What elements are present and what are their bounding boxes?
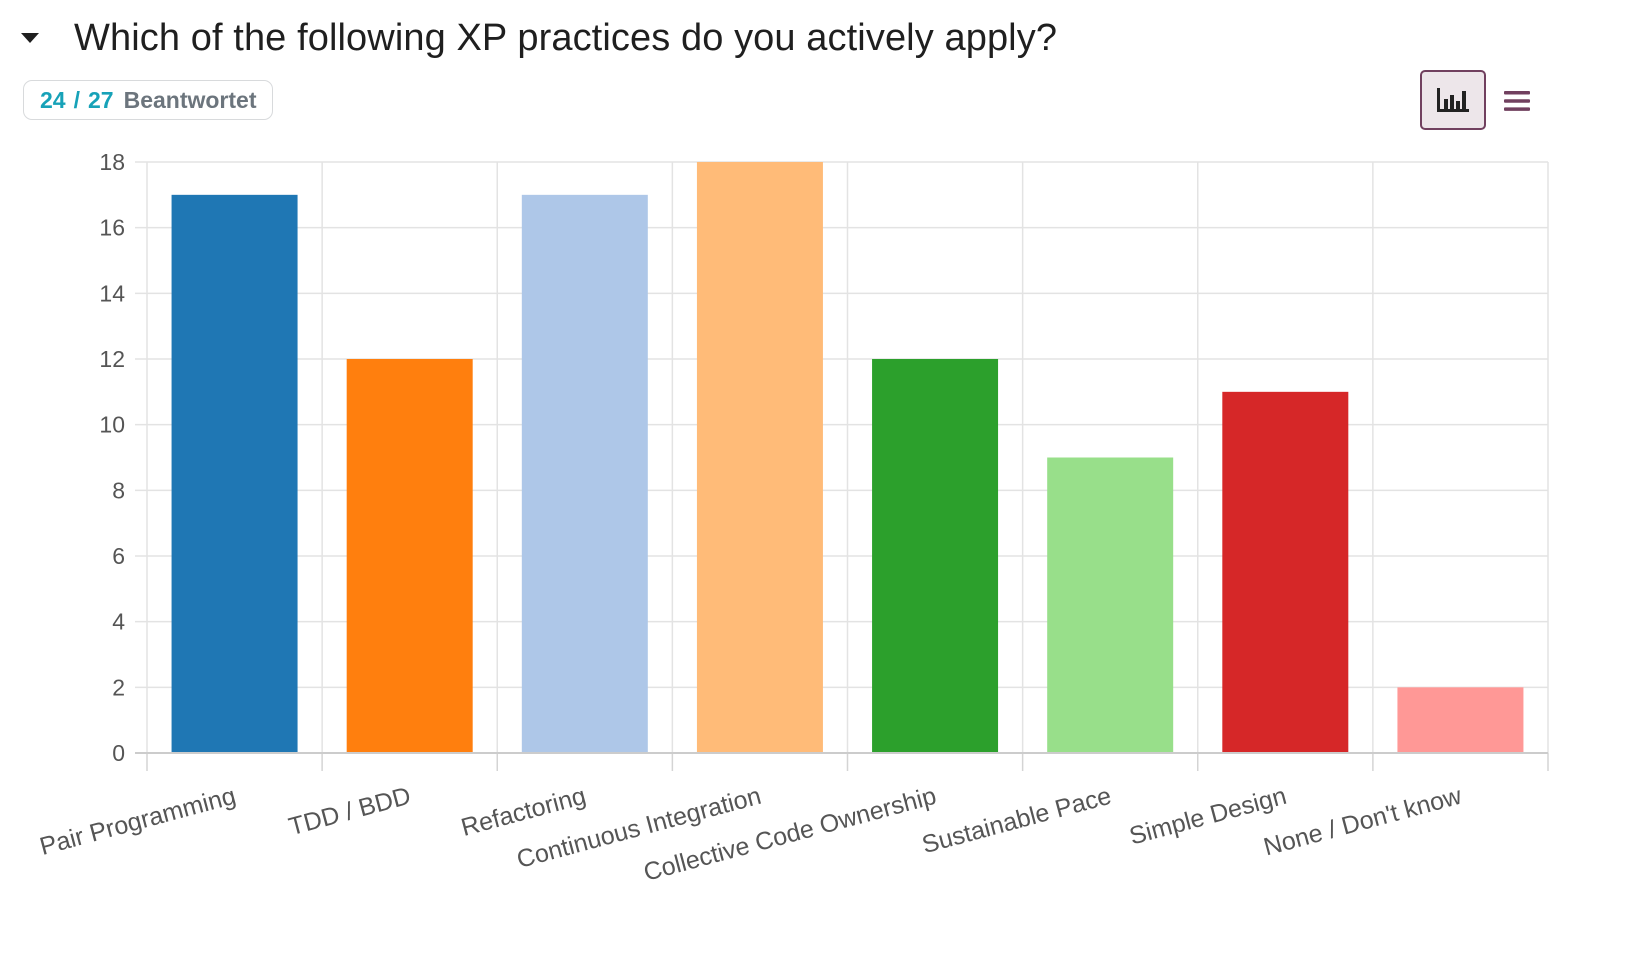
caret-down-icon[interactable] — [18, 26, 42, 50]
x-category-label: Sustainable Pace — [919, 782, 1114, 859]
bar-chart: 0 2 4 6 8 10 12 14 16 18 Pair Programming TDD / BDD… — [0, 140, 1644, 940]
bar — [696, 162, 823, 753]
y-tick-label: 14 — [99, 280, 125, 306]
bar — [872, 359, 999, 753]
bar — [346, 359, 473, 753]
answered-badge: 24 / 27 Beantwortet — [23, 80, 274, 120]
question-header: Which of the following XP practices do y… — [18, 12, 1057, 64]
bar-chart-icon — [1437, 88, 1469, 112]
y-tick-label: 12 — [99, 346, 125, 372]
x-category-label: None / Don't know — [1261, 782, 1466, 862]
bars — [171, 162, 1524, 754]
answered-count: 24 — [40, 86, 66, 113]
y-tick-label: 8 — [112, 477, 125, 503]
bar — [1222, 391, 1349, 753]
y-tick-label: 4 — [112, 609, 125, 635]
y-tick-label: 10 — [99, 412, 125, 438]
bar — [1397, 687, 1524, 753]
bar-chart-view-button[interactable] — [1420, 70, 1486, 130]
axes — [135, 752, 1549, 771]
question-title: Which of the following XP practices do y… — [74, 16, 1058, 59]
x-category-label: Pair Programming — [37, 782, 239, 861]
total-count: 27 — [87, 86, 114, 113]
y-tick-label: 18 — [99, 149, 125, 175]
y-tick-label: 6 — [112, 543, 125, 569]
answered-label: Beantwortet — [123, 86, 257, 113]
bar — [171, 194, 298, 754]
x-category-label: TDD / BDD — [286, 782, 414, 841]
x-category-label: Collective Code Ownership — [641, 782, 940, 887]
hamburger-list-icon — [1504, 91, 1530, 111]
chart-svg: 0 2 4 6 8 10 12 14 16 18 Pair Programming TDD / BDD… — [37, 149, 1549, 887]
y-tick-label: 0 — [112, 740, 125, 766]
bar — [1047, 457, 1174, 753]
list-view-button[interactable] — [1497, 84, 1537, 118]
y-tick-label: 16 — [99, 215, 125, 241]
y-tick-label: 2 — [112, 674, 125, 700]
badge-separator: / — [73, 86, 80, 113]
bar — [521, 194, 648, 754]
